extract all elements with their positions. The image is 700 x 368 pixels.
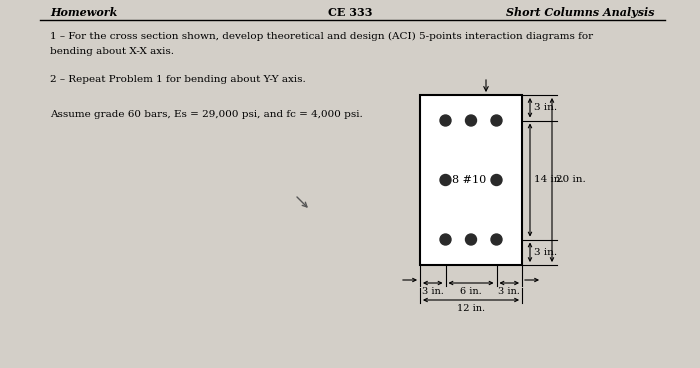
Circle shape (491, 234, 502, 245)
Text: Short Columns Analysis: Short Columns Analysis (507, 7, 655, 18)
Text: Homework: Homework (50, 7, 118, 18)
Text: 6 in.: 6 in. (460, 287, 482, 296)
Text: 3 in.: 3 in. (534, 248, 557, 257)
Circle shape (440, 234, 451, 245)
Text: 8 #10: 8 #10 (452, 175, 486, 185)
Text: 3 in.: 3 in. (498, 287, 520, 296)
Text: 1 – For the cross section shown, develop theoretical and design (ACI) 5-points i: 1 – For the cross section shown, develop… (50, 32, 593, 41)
Circle shape (491, 174, 502, 185)
Bar (420, 95, 522, 265)
Circle shape (440, 174, 451, 185)
Text: 20 in.: 20 in. (556, 176, 586, 184)
Text: 3 in.: 3 in. (534, 103, 557, 112)
Circle shape (440, 115, 451, 126)
Circle shape (466, 115, 477, 126)
Text: 2 – Repeat Problem 1 for bending about Y-Y axis.: 2 – Repeat Problem 1 for bending about Y… (50, 75, 306, 84)
Circle shape (491, 115, 502, 126)
Circle shape (466, 234, 477, 245)
Text: CE 333: CE 333 (328, 7, 372, 18)
Text: 12 in.: 12 in. (457, 304, 485, 313)
Text: Assume grade 60 bars, Es = 29,000 psi, and fc = 4,000 psi.: Assume grade 60 bars, Es = 29,000 psi, a… (50, 110, 363, 119)
Text: 3 in.: 3 in. (422, 287, 444, 296)
Text: 14 in.: 14 in. (534, 176, 564, 184)
Text: bending about X-X axis.: bending about X-X axis. (50, 47, 174, 56)
